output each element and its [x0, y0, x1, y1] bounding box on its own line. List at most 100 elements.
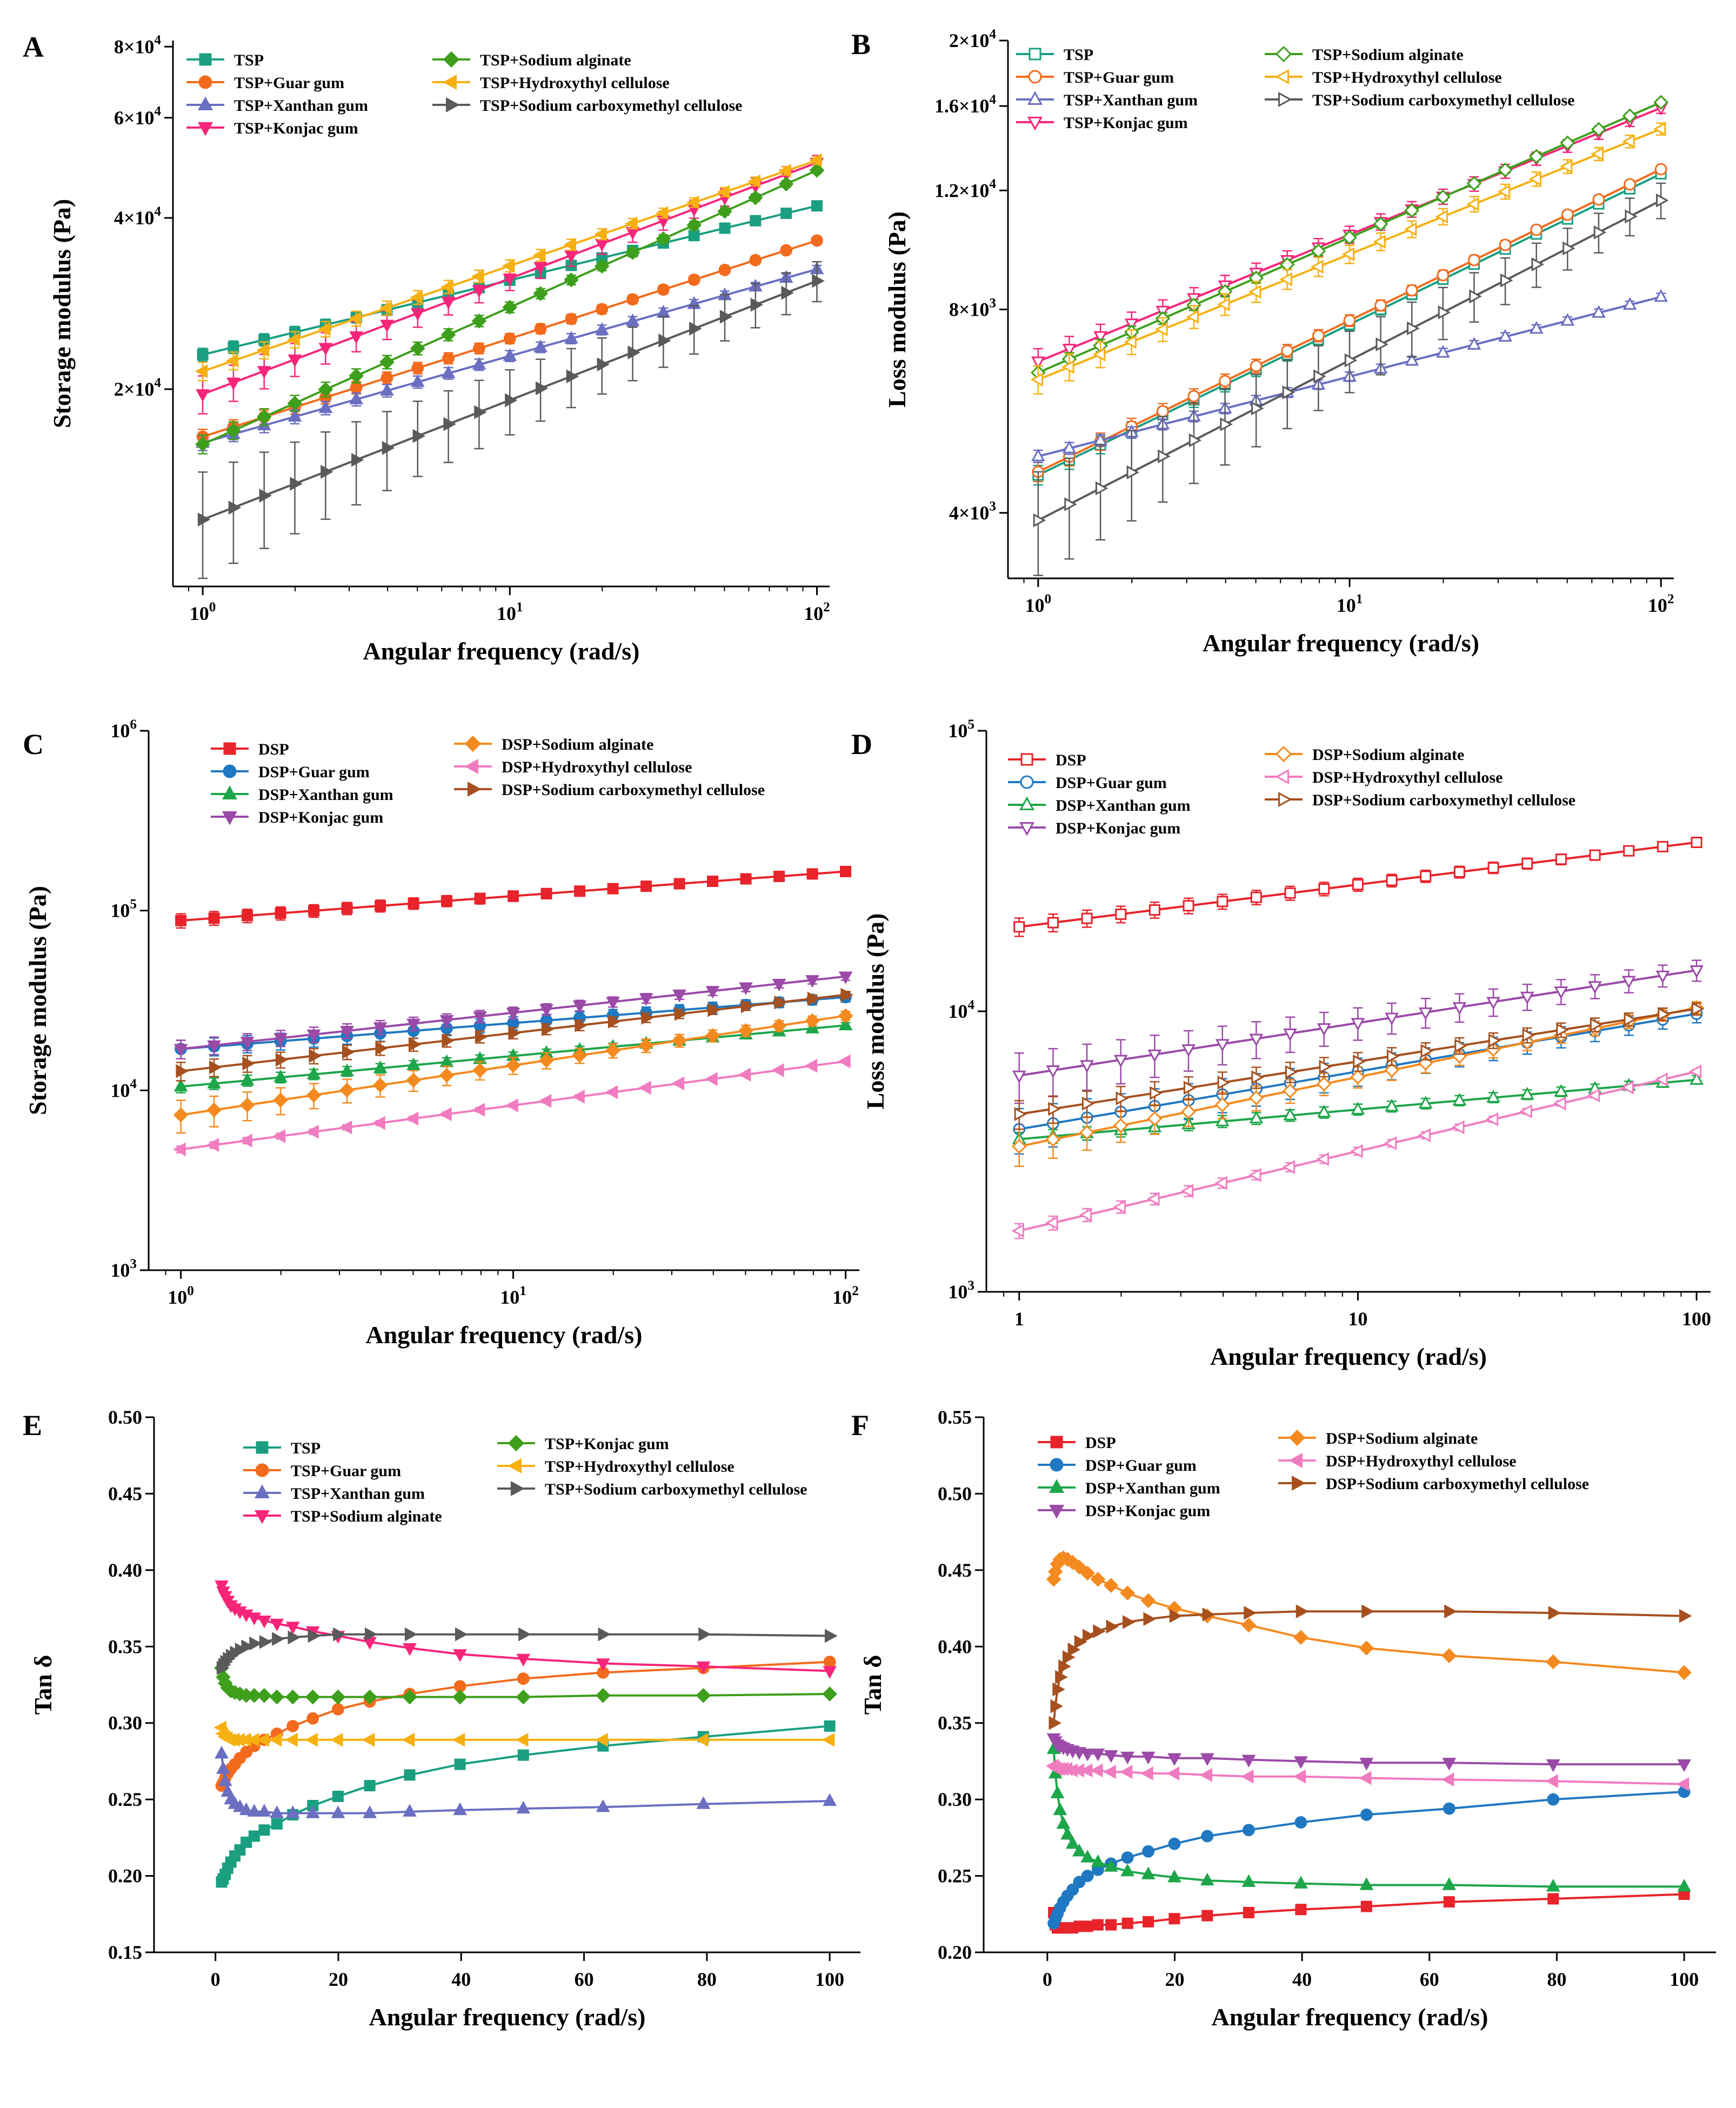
- data-point: [503, 332, 516, 345]
- data-point: [1187, 390, 1200, 403]
- data-point: [1248, 285, 1261, 299]
- data-point: [1467, 337, 1481, 350]
- legend-label: DSP+Sodium alginate: [1312, 746, 1464, 764]
- legend-marker: [1020, 753, 1033, 766]
- data-point: [1625, 209, 1638, 224]
- data-point: [503, 273, 517, 286]
- data-point: [1166, 1766, 1180, 1780]
- legend-item: DSP+Guar gum: [1008, 774, 1167, 792]
- data-point: [1546, 1878, 1560, 1892]
- data-point: [1113, 1200, 1126, 1214]
- data-point: [534, 322, 547, 335]
- legend: DSP DSP+Guar gum DSP+Xanthan gum DSP+Konjac…: [1008, 745, 1575, 837]
- data-point: [270, 1618, 284, 1632]
- data-point: [1092, 1919, 1104, 1931]
- legend-item: TSP+Konjac gum: [497, 1435, 669, 1453]
- data-point: [380, 319, 394, 333]
- data-point: [1466, 197, 1479, 211]
- x-tick-label: 80: [697, 1969, 717, 1990]
- data-point: [1285, 1065, 1298, 1079]
- data-point: [1013, 921, 1025, 933]
- x-axis-title: Angular frequency (rad/s): [369, 2003, 646, 2031]
- data-point: [823, 1793, 837, 1806]
- data-point: [410, 290, 423, 305]
- data-point: [811, 200, 823, 212]
- data-point: [625, 216, 638, 231]
- data-point: [1158, 449, 1171, 464]
- data-point: [572, 1089, 585, 1104]
- data-point: [306, 1124, 319, 1139]
- data-point: [1115, 908, 1127, 920]
- legend-label: DSP+Hydroxythyl cellulose: [1326, 1452, 1516, 1470]
- data-point: [318, 400, 333, 413]
- data-point: [823, 1666, 837, 1679]
- legend-marker: [1019, 822, 1035, 836]
- data-point: [1219, 375, 1231, 388]
- data-point: [717, 185, 730, 199]
- data-point: [1545, 1774, 1558, 1789]
- data-point: [539, 1053, 554, 1068]
- legend-label: TSP: [234, 51, 264, 69]
- data-point: [332, 1703, 344, 1716]
- legend-marker: [1019, 796, 1035, 810]
- data-point: [1202, 1607, 1216, 1622]
- data-point: [657, 283, 670, 296]
- data-point: [1241, 1755, 1256, 1767]
- data-point: [1404, 203, 1420, 218]
- legend-item: DSP+Sodium carboxymethyl cellulose: [454, 781, 765, 799]
- data-point: [739, 982, 753, 996]
- x-tick-label: 1: [1014, 1308, 1024, 1330]
- data-point: [1049, 1716, 1061, 1730]
- series-dsp-sodium-alginate: [1046, 1550, 1692, 1680]
- data-point: [1012, 1070, 1026, 1084]
- legend-marker: [464, 735, 482, 752]
- data-point: [740, 999, 754, 1013]
- data-point: [1622, 134, 1635, 149]
- data-point: [1062, 344, 1077, 357]
- legend-item: DSP+Sodium alginate: [1265, 745, 1464, 764]
- data-point: [1121, 1851, 1134, 1864]
- data-point: [1468, 254, 1480, 266]
- x-tick-label: 80: [1547, 1969, 1566, 1990]
- data-point: [1623, 845, 1635, 857]
- data-point: [1591, 146, 1604, 161]
- data-point: [1092, 347, 1106, 362]
- data-point: [823, 1656, 836, 1668]
- data-point: [749, 254, 762, 266]
- x-axis-title: Angular frequency (rad/s): [1203, 629, 1479, 657]
- data-point: [1344, 353, 1358, 368]
- data-point: [1064, 497, 1077, 511]
- data-point: [1241, 1769, 1254, 1784]
- data-point: [1343, 314, 1356, 327]
- data-point: [1500, 273, 1513, 288]
- data-point: [1181, 1104, 1196, 1119]
- y-tick-label: 6×104: [114, 104, 162, 129]
- legend-label: DSP: [1085, 1434, 1116, 1452]
- legend-item: TSP+Hydroxythyl cellulose: [497, 1458, 735, 1476]
- legend-item: TSP+Xanthan gum: [1016, 91, 1198, 109]
- data-point: [349, 391, 364, 405]
- data-point: [506, 1008, 520, 1021]
- data-point: [362, 1689, 377, 1705]
- data-point: [1486, 997, 1500, 1010]
- x-tick-label: 0: [211, 1969, 221, 1990]
- legend-item: TSP+Guar gum: [1016, 69, 1174, 86]
- data-point: [375, 900, 386, 912]
- data-point: [1215, 1113, 1230, 1126]
- data-point: [1359, 1877, 1374, 1890]
- data-point: [596, 303, 609, 316]
- data-point: [473, 342, 485, 355]
- data-point: [441, 296, 456, 310]
- legend-marker: [1020, 775, 1034, 789]
- data-point: [825, 1629, 838, 1643]
- data-point: [1080, 1565, 1095, 1581]
- y-tick-label: 2×104: [949, 27, 997, 51]
- y-tick-label: 0.35: [108, 1636, 142, 1657]
- data-point: [515, 1732, 529, 1747]
- legend: TSP TSP+Guar gum TSP+Xanthan gum TSP+Konjac…: [186, 51, 742, 137]
- legend-marker: [508, 1458, 522, 1474]
- series-dsp-hydroxythyl-cellulose: [1046, 1759, 1690, 1791]
- data-point: [1624, 178, 1636, 191]
- data-point: [1373, 216, 1388, 232]
- data-point: [196, 389, 210, 402]
